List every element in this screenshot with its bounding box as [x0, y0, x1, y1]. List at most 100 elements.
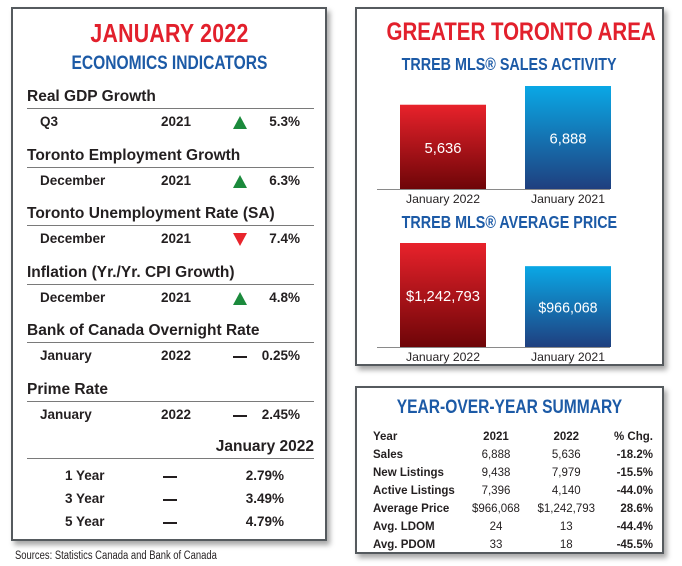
- row-label: Sales: [373, 449, 404, 461]
- mortgage-rate-row: 3 Year 3.49%: [27, 491, 314, 509]
- sources-note: Sources: Statistics Canada and Bank of C…: [15, 550, 217, 562]
- category-tick-label: January 2021: [531, 350, 605, 364]
- category-tick-label: January 2021: [531, 192, 605, 206]
- pct-change: % Chg.: [614, 431, 653, 443]
- indicator-row: January 2022 0.25%: [27, 348, 314, 366]
- row-label: New Listings: [373, 467, 444, 479]
- value-2021: 9,438: [481, 467, 511, 479]
- value-2022: $1,242,793: [537, 503, 596, 515]
- value-2022: 18: [559, 539, 573, 551]
- indicator-row: December 2021 4.8%: [27, 290, 314, 308]
- indicator-period: December: [40, 172, 106, 188]
- yoy-summary-panel: YEAR-OVER-YEAR SUMMARY Year 2021 2022 % Chg…: [355, 386, 664, 554]
- indicator-value: 2.45%: [261, 406, 300, 422]
- mortgage-rates-header: January 2022: [27, 438, 314, 459]
- row-label: Active Listings: [373, 485, 455, 497]
- category-tick-label: January 2022: [406, 192, 480, 206]
- bar-value-label: $966,068: [538, 300, 597, 317]
- indicator-period: December: [40, 289, 106, 305]
- mortgage-term: 5 Year: [65, 514, 105, 529]
- indicator-name: Inflation (Yr./Yr. CPI Growth): [27, 264, 314, 285]
- indicator-year: 2021: [161, 172, 192, 188]
- indicator-value: 6.3%: [269, 172, 300, 188]
- yoy-title: YEAR-OVER-YEAR SUMMARY: [396, 397, 623, 418]
- table-row: Average Price $966,068 $1,242,793 28.6%: [373, 500, 653, 518]
- mortgage-rate-row: 1 Year 2.79%: [27, 468, 314, 486]
- gta-bar-charts: 5,636 January 2022 6,888 January 2021 $1,242…: [377, 86, 611, 364]
- trend-up-icon: [233, 291, 247, 305]
- pct-change: -45.5%: [616, 539, 653, 551]
- indicator-row: January 2022 2.45%: [27, 407, 314, 425]
- bar-value-label: 6,888: [550, 131, 587, 148]
- value-2022: 4,140: [551, 485, 581, 497]
- value-2021: 6,888: [481, 449, 511, 461]
- trend-up-icon: [233, 174, 247, 188]
- indicator-year: 2021: [161, 114, 192, 129]
- value-2021: 33: [489, 539, 503, 551]
- bar-2022: [400, 104, 486, 189]
- indicator-name: Toronto Unemployment Rate (SA): [27, 205, 314, 226]
- indicator-row: December 2021 6.3%: [27, 173, 314, 191]
- value-2021: 7,396: [481, 485, 511, 497]
- bar-value-label: $1,242,793: [406, 288, 480, 305]
- row-label: Year: [373, 431, 398, 443]
- row-label: Avg. PDOM: [373, 539, 436, 551]
- gta-title: GREATER TORONTO AREA: [386, 18, 656, 46]
- table-row: Avg. PDOM 33 18 -45.5%: [373, 536, 653, 554]
- indicator-value: 5.3%: [269, 114, 300, 129]
- trend-up-icon: [233, 116, 247, 129]
- row-label: Average Price: [373, 503, 450, 515]
- sales-chart-title: TRREB MLS® SALES ACTIVITY: [402, 54, 617, 74]
- indicator-name: Toronto Employment Growth: [27, 147, 314, 168]
- indicator-name: Real GDP Growth: [27, 88, 314, 109]
- indicator-year: 2021: [161, 231, 192, 246]
- indicator-period: December: [40, 231, 106, 246]
- pct-change: -44.4%: [616, 521, 653, 533]
- value-2022: 7,979: [551, 467, 581, 479]
- trend-down-icon: [233, 233, 247, 246]
- table-header-row: Year 2021 2022 % Chg.: [373, 428, 653, 446]
- pct-change: -18.2%: [616, 449, 653, 461]
- no-change-dash-icon: [233, 356, 247, 358]
- indicator-row: December 2021 7.4%: [27, 231, 314, 249]
- price-chart-title: TRREB MLS® AVERAGE PRICE: [401, 212, 618, 232]
- category-tick-label: January 2022: [406, 350, 480, 364]
- mortgage-rate-value: 2.79%: [245, 468, 284, 483]
- table-row: New Listings 9,438 7,979 -15.5%: [373, 464, 653, 482]
- value-2022: 2022: [553, 431, 580, 443]
- value-2021: 2021: [483, 431, 509, 443]
- indicator-year: 2022: [161, 348, 192, 363]
- panel-subtitle: ECONOMICS INDICATORS: [71, 53, 267, 74]
- row-label: Avg. LDOM: [373, 521, 435, 533]
- value-2022: 13: [559, 521, 573, 533]
- no-change-dash-icon: [233, 414, 247, 417]
- bar-2021: [525, 86, 611, 189]
- indicator-period: January: [40, 348, 92, 363]
- yoy-table: Year 2021 2022 % Chg. Sales 6,888 5,636 -18.2% N…: [373, 428, 653, 554]
- indicator-name: Bank of Canada Overnight Rate: [27, 322, 314, 343]
- value-2021: 24: [489, 521, 503, 533]
- indicator-name: Prime Rate: [27, 381, 314, 402]
- indicator-period: January: [40, 406, 92, 422]
- indicator-value: 7.4%: [269, 231, 300, 246]
- table-row: Avg. LDOM 24 13 -44.4%: [373, 518, 653, 536]
- mortgage-rate-value: 3.49%: [245, 491, 284, 506]
- indicator-year: 2022: [161, 406, 192, 422]
- no-change-dash-icon: [163, 476, 177, 478]
- panel-title: JANUARY 2022: [89, 18, 249, 48]
- mortgage-term: 1 Year: [65, 468, 105, 483]
- value-2022: 5,636: [551, 449, 581, 461]
- indicator-value: 0.25%: [261, 348, 300, 363]
- indicator-value: 4.8%: [269, 289, 300, 305]
- mortgage-term: 3 Year: [65, 491, 105, 506]
- table-row: Active Listings 7,396 4,140 -44.0%: [373, 482, 653, 500]
- indicator-period: Q3: [40, 114, 59, 129]
- pct-change: -44.0%: [616, 485, 653, 497]
- economic-indicators-panel: JANUARY 2022 ECONOMICS INDICATORS Real G…: [11, 7, 327, 541]
- mortgage-rate-value: 4.79%: [245, 514, 284, 529]
- value-2021: $966,068: [471, 503, 520, 515]
- indicator-row: Q3 2021 5.3%: [27, 114, 314, 132]
- mortgage-rate-row: 5 Year 4.79%: [27, 514, 314, 532]
- pct-change: -15.5%: [616, 467, 653, 479]
- no-change-dash-icon: [163, 499, 177, 501]
